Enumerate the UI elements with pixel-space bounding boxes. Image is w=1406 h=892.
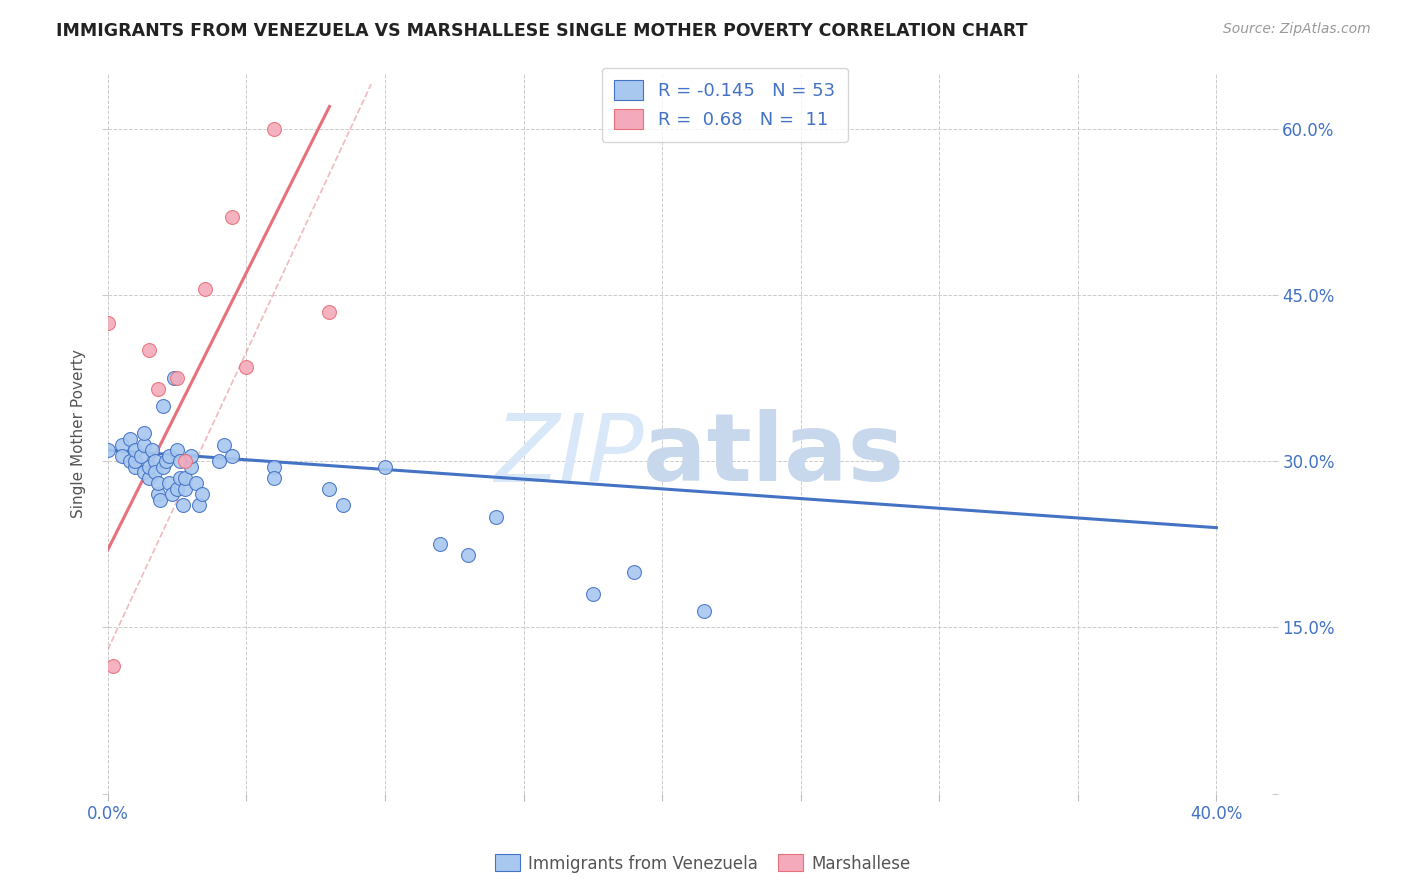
Point xyxy=(174,471,197,485)
Point xyxy=(152,399,174,413)
Point xyxy=(194,282,217,296)
Legend: R = -0.145   N = 53, R =  0.68   N =  11: R = -0.145 N = 53, R = 0.68 N = 11 xyxy=(602,68,848,142)
Point xyxy=(692,604,714,618)
Point xyxy=(374,459,396,474)
Point xyxy=(103,659,125,673)
Point xyxy=(212,437,235,451)
Text: ZIP: ZIP xyxy=(494,409,643,500)
Point xyxy=(582,587,605,601)
Point xyxy=(124,454,146,468)
Point xyxy=(129,449,152,463)
Point xyxy=(97,316,120,330)
Point xyxy=(157,449,180,463)
Point xyxy=(169,454,191,468)
Point xyxy=(138,459,160,474)
Point xyxy=(163,371,186,385)
Point xyxy=(118,432,141,446)
Point xyxy=(166,371,188,385)
Point xyxy=(124,459,146,474)
Point xyxy=(221,211,243,225)
Point xyxy=(318,304,340,318)
Point xyxy=(263,471,285,485)
Point xyxy=(146,382,169,396)
Point xyxy=(146,476,169,491)
Point xyxy=(143,454,166,468)
Point xyxy=(180,449,202,463)
Point xyxy=(149,492,172,507)
Point xyxy=(180,459,202,474)
Point xyxy=(318,482,340,496)
Point xyxy=(111,449,134,463)
Point xyxy=(191,487,214,501)
Point xyxy=(118,454,141,468)
Y-axis label: Single Mother Poverty: Single Mother Poverty xyxy=(72,349,86,518)
Text: atlas: atlas xyxy=(643,409,904,501)
Point xyxy=(111,437,134,451)
Text: IMMIGRANTS FROM VENEZUELA VS MARSHALLESE SINGLE MOTHER POVERTY CORRELATION CHART: IMMIGRANTS FROM VENEZUELA VS MARSHALLESE… xyxy=(56,22,1028,40)
Point xyxy=(221,449,243,463)
Point xyxy=(141,443,163,458)
Point xyxy=(172,499,194,513)
Point xyxy=(143,465,166,479)
Point xyxy=(132,437,155,451)
Point xyxy=(207,454,229,468)
Point xyxy=(132,426,155,441)
Point xyxy=(157,476,180,491)
Point xyxy=(188,499,211,513)
Point xyxy=(429,537,451,551)
Point xyxy=(169,471,191,485)
Point xyxy=(166,482,188,496)
Point xyxy=(332,499,354,513)
Point xyxy=(155,454,177,468)
Point xyxy=(166,443,188,458)
Point xyxy=(263,121,285,136)
Point xyxy=(457,549,479,563)
Legend: Immigrants from Venezuela, Marshallese: Immigrants from Venezuela, Marshallese xyxy=(488,847,918,880)
Point xyxy=(124,443,146,458)
Point xyxy=(146,487,169,501)
Point xyxy=(174,482,197,496)
Point xyxy=(132,465,155,479)
Point xyxy=(235,359,257,374)
Point xyxy=(174,454,197,468)
Point xyxy=(138,343,160,358)
Point xyxy=(263,459,285,474)
Point xyxy=(138,471,160,485)
Point xyxy=(623,565,645,579)
Point xyxy=(186,476,208,491)
Text: Source: ZipAtlas.com: Source: ZipAtlas.com xyxy=(1223,22,1371,37)
Point xyxy=(97,443,120,458)
Point xyxy=(485,509,508,524)
Point xyxy=(152,459,174,474)
Point xyxy=(160,487,183,501)
